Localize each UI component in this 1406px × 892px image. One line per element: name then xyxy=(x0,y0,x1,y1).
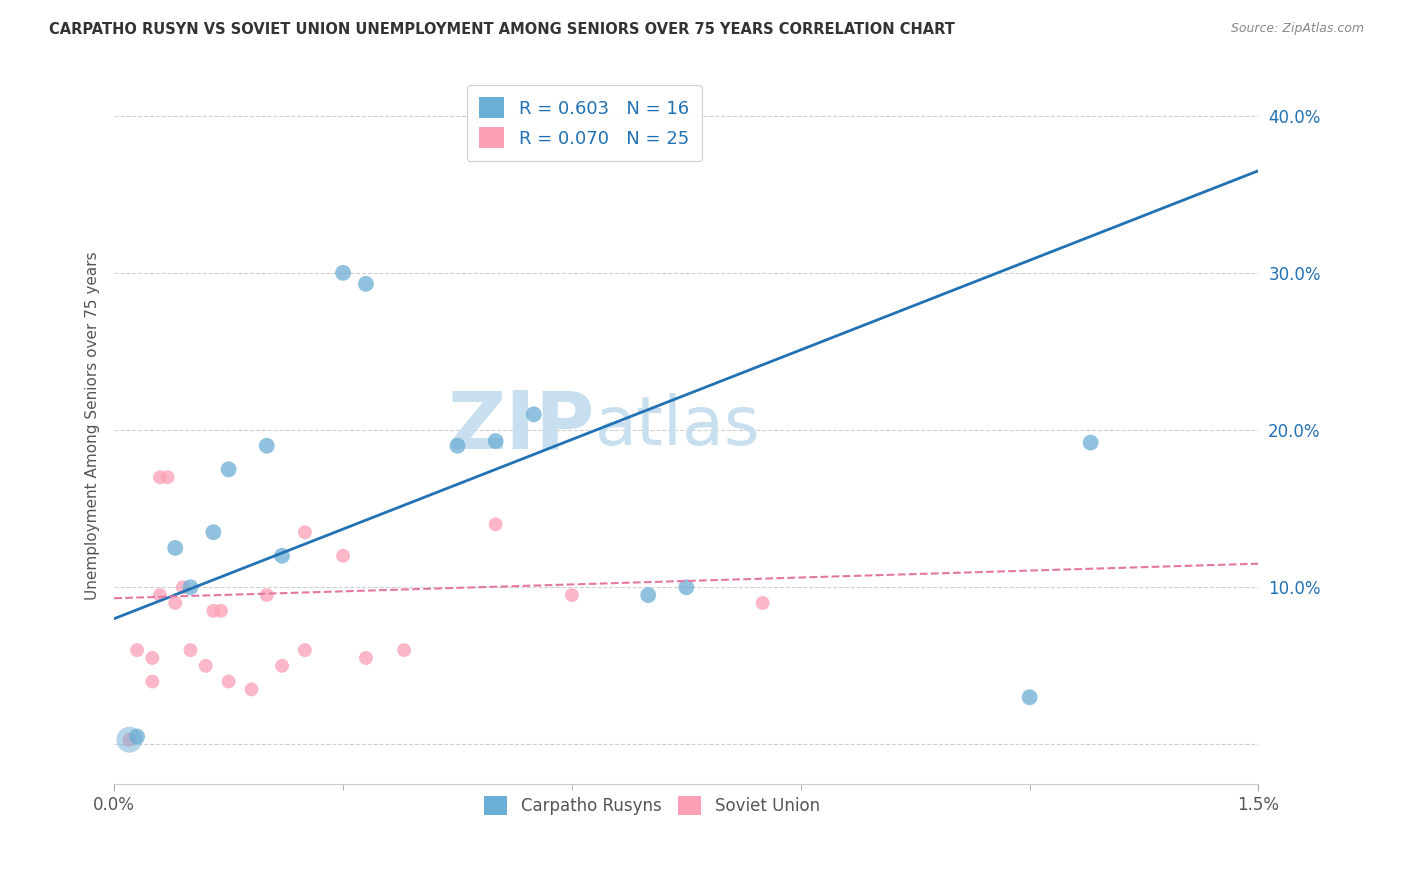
Point xyxy=(637,588,659,602)
Point xyxy=(165,541,187,555)
Point xyxy=(179,580,201,594)
Point xyxy=(149,588,172,602)
Point xyxy=(156,470,179,484)
Point xyxy=(179,643,201,657)
Point xyxy=(256,588,278,602)
Point xyxy=(561,588,583,602)
Point xyxy=(523,408,546,422)
Legend: Carpatho Rusyns, Soviet Union: Carpatho Rusyns, Soviet Union xyxy=(474,786,830,825)
Point xyxy=(751,596,773,610)
Point xyxy=(202,525,225,540)
Point xyxy=(149,470,172,484)
Point xyxy=(446,439,468,453)
Point xyxy=(332,266,354,280)
Text: CARPATHO RUSYN VS SOVIET UNION UNEMPLOYMENT AMONG SENIORS OVER 75 YEARS CORRELAT: CARPATHO RUSYN VS SOVIET UNION UNEMPLOYM… xyxy=(49,22,955,37)
Point xyxy=(141,651,163,665)
Point xyxy=(271,658,294,673)
Point xyxy=(294,525,316,540)
Point xyxy=(392,643,415,657)
Y-axis label: Unemployment Among Seniors over 75 years: Unemployment Among Seniors over 75 years xyxy=(86,252,100,600)
Point xyxy=(256,439,278,453)
Point xyxy=(202,604,225,618)
Point xyxy=(354,651,377,665)
Text: Source: ZipAtlas.com: Source: ZipAtlas.com xyxy=(1230,22,1364,36)
Point xyxy=(294,643,316,657)
Point xyxy=(194,658,217,673)
Point xyxy=(485,517,508,532)
Text: atlas: atlas xyxy=(595,393,761,459)
Point xyxy=(118,732,141,747)
Point xyxy=(354,277,377,291)
Text: ZIP: ZIP xyxy=(447,387,595,465)
Point xyxy=(141,674,163,689)
Point xyxy=(485,434,508,448)
Point xyxy=(271,549,294,563)
Point xyxy=(125,643,148,657)
Point xyxy=(1018,690,1040,705)
Point xyxy=(172,580,194,594)
Point xyxy=(675,580,697,594)
Point xyxy=(165,596,187,610)
Point xyxy=(118,732,141,747)
Point xyxy=(332,549,354,563)
Point xyxy=(209,604,232,618)
Point xyxy=(125,730,148,744)
Point xyxy=(1080,435,1102,450)
Point xyxy=(240,682,263,697)
Point xyxy=(218,674,240,689)
Point xyxy=(218,462,240,476)
